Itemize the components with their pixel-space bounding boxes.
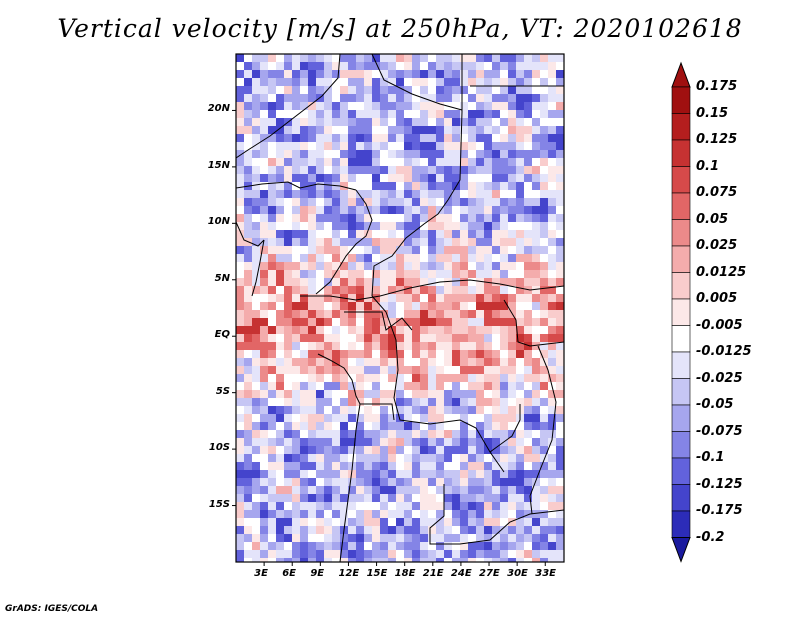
lat-tick-label: 15S xyxy=(208,498,230,510)
colorbar-swatch xyxy=(671,272,691,300)
colorbar-level-label: -0.075 xyxy=(696,423,743,439)
colorbar-level-label: 0.175 xyxy=(696,79,738,94)
colorbar-swatch xyxy=(671,245,691,273)
velocity-field xyxy=(236,54,564,562)
lon-tick-label: 18E xyxy=(394,568,416,579)
lon-tick-label: 12E xyxy=(338,568,360,579)
colorbar-level-label: 0.05 xyxy=(696,211,729,227)
colorbar-level-label: -0.175 xyxy=(696,503,743,518)
colorbar-level-label: 0.125 xyxy=(696,132,738,147)
colorbar-level-label: 0.15 xyxy=(696,105,729,121)
map-title: Vertical velocity [m/s] at 250hPa, VT: 2… xyxy=(57,14,743,43)
colorbar-level-label: 0.005 xyxy=(696,291,738,306)
colorbar-level-label: -0.125 xyxy=(696,476,743,492)
border-line xyxy=(429,484,564,545)
border-line xyxy=(315,189,373,295)
grads-credit: GrADS: IGES/COLA xyxy=(5,604,99,614)
border-line xyxy=(300,279,564,301)
colorbar-top-arrow xyxy=(671,61,691,88)
colorbar-level-label: -0.2 xyxy=(696,529,725,545)
border-line xyxy=(339,403,361,562)
lat-tick-label: 15N xyxy=(207,159,230,171)
colorbar-level-label: -0.025 xyxy=(696,370,743,386)
colorbar-bottom-arrow xyxy=(671,537,691,563)
colorbar-level-label: 0.025 xyxy=(696,238,738,253)
colorbar-swatch xyxy=(671,192,691,220)
lon-tick-label: 3E xyxy=(254,568,268,579)
colorbar xyxy=(671,61,691,563)
lat-tick-label: 5S xyxy=(215,385,230,397)
lon-tick-label: 30E xyxy=(507,568,528,579)
lon-tick-label: 6E xyxy=(282,568,297,579)
border-line xyxy=(371,54,463,111)
colorbar-swatch xyxy=(671,351,691,379)
lon-tick-label: 9E xyxy=(310,568,325,579)
border-line xyxy=(489,404,521,453)
lat-tick-label: 10S xyxy=(208,442,230,454)
colorbar-swatch xyxy=(671,86,691,114)
border-line xyxy=(251,239,265,297)
colorbar-level-label: 0.075 xyxy=(696,185,738,200)
colorbar-level-label: 0.0125 xyxy=(696,264,747,280)
colorbar-swatch xyxy=(671,510,691,538)
lat-tick-label: 5N xyxy=(214,272,230,284)
colorbar-swatch xyxy=(671,166,691,194)
border-line xyxy=(371,295,505,473)
lon-tick-label: 24E xyxy=(450,568,472,579)
border-line xyxy=(236,54,341,159)
colorbar-swatch xyxy=(671,378,691,406)
colorbar-level-label: 0.1 xyxy=(696,158,720,174)
colorbar-swatch xyxy=(671,113,691,141)
border-line xyxy=(317,353,395,421)
colorbar-swatch xyxy=(671,219,691,247)
lat-tick-label: 10N xyxy=(207,216,230,228)
border-line xyxy=(236,221,265,247)
colorbar-swatch xyxy=(671,298,691,326)
border-line xyxy=(503,299,564,347)
lon-tick-label: 27E xyxy=(479,568,500,579)
lon-tick-label: 33E xyxy=(535,568,556,579)
colorbar-level-label: -0.1 xyxy=(696,450,725,465)
colorbar-swatch xyxy=(671,139,691,167)
colorbar-swatch xyxy=(671,484,691,512)
lon-tick-label: 21E xyxy=(422,568,444,579)
country-borders xyxy=(236,54,564,562)
lat-tick-label: 20N xyxy=(207,103,230,115)
colorbar-level-label: -0.05 xyxy=(696,397,734,412)
colorbar-swatch xyxy=(671,457,691,485)
colorbar-swatch xyxy=(671,325,691,353)
colorbar-level-label: -0.005 xyxy=(696,317,743,333)
colorbar-swatch xyxy=(671,404,691,432)
colorbar-swatch xyxy=(671,431,691,459)
lon-tick-label: 15E xyxy=(366,568,388,579)
colorbar-level-label: -0.0125 xyxy=(696,344,752,359)
border-line xyxy=(529,345,557,515)
border-line xyxy=(371,54,463,297)
map-frame xyxy=(232,53,565,566)
lat-tick-label: EQ xyxy=(214,329,230,341)
border-line xyxy=(344,311,413,331)
border-line xyxy=(236,181,357,191)
